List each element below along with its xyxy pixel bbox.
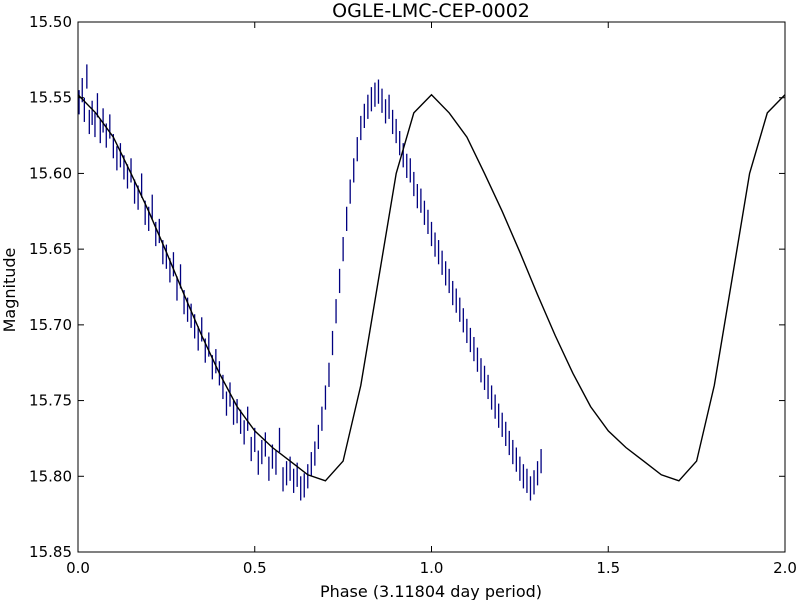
y-tick-label-5: 15.75 (29, 392, 72, 410)
x-tick-label-0: 0.0 (66, 559, 90, 577)
y-tick-label-2: 15.60 (29, 164, 72, 182)
y-tick-label-4: 15.70 (29, 316, 72, 334)
y-axis-ticks: 15.50 15.55 15.60 15.65 15.70 15.75 15.80 15.85 (29, 13, 785, 561)
y-tick-label-7: 15.85 (29, 543, 72, 561)
x-axis-ticks: 0.0 0.5 1.0 1.5 2.0 (66, 22, 797, 577)
x-tick-label-2: 1.0 (420, 559, 444, 577)
x-tick-label-4: 2.0 (773, 559, 797, 577)
x-tick-label-1: 0.5 (243, 559, 267, 577)
chart-title: OGLE-LMC-CEP-0002 (332, 0, 530, 22)
model-curve-line (77, 93, 786, 482)
errorbar-series (78, 64, 542, 501)
x-tick-label-3: 1.5 (596, 559, 620, 577)
y-tick-label-1: 15.55 (29, 89, 72, 107)
plot-area (78, 22, 785, 552)
y-axis-title: Magnitude (0, 248, 19, 333)
model-curve-series (77, 93, 786, 482)
y-tick-label-6: 15.80 (29, 467, 72, 485)
x-axis-title: Phase (3.11804 day period) (320, 582, 542, 600)
y-tick-label-0: 15.50 (29, 13, 72, 31)
plot-frame (77, 21, 786, 553)
y-tick-label-3: 15.65 (29, 240, 72, 258)
